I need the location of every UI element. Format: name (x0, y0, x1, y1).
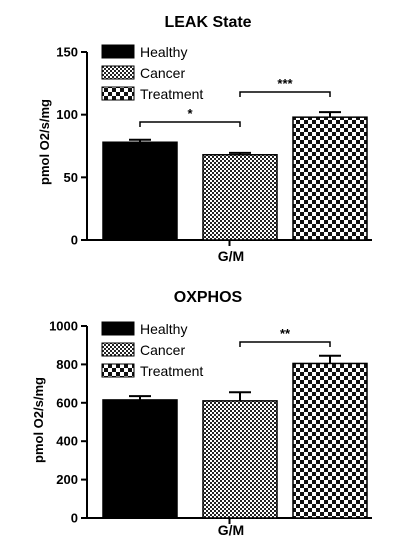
significance-bracket (239, 91, 331, 97)
y-tick-label: 1000 (49, 319, 78, 334)
y-axis-label: pmol O2/s/mg (31, 377, 46, 463)
legend-swatch-treatment (101, 86, 135, 101)
legend-label: Healthy (140, 321, 187, 337)
significance-bracket (139, 121, 241, 127)
legend-swatch-healthy (101, 44, 135, 59)
plot-area: 0 200 400 600 800 1000 ** Healthy Cancer Treatmen… (49, 319, 372, 526)
x-axis-category-label: G/M (218, 248, 244, 264)
legend-label: Cancer (140, 342, 185, 358)
bar-cancer (202, 154, 278, 241)
significance-label: ** (280, 326, 291, 341)
legend-swatch-treatment (101, 363, 135, 378)
significance-label: *** (277, 76, 293, 91)
y-tick-label: 0 (71, 233, 78, 248)
y-tick-label: 100 (56, 107, 78, 122)
y-tick-label: 600 (56, 395, 78, 410)
chart-title: OXPHOS (174, 289, 243, 306)
x-axis-category-label: G/M (218, 522, 244, 538)
y-tick-label: 400 (56, 434, 78, 449)
chart-oxphos: OXPHOS pmol O2/s/mg G/M 0 200 400 600 800 100… (31, 289, 372, 538)
legend-label: Treatment (140, 363, 203, 379)
y-tick-label: 0 (71, 511, 78, 526)
legend-label: Cancer (140, 65, 185, 81)
legend-label: Treatment (140, 86, 203, 102)
legend-swatch-healthy (101, 321, 135, 336)
bar-treatment (292, 362, 368, 519)
bar-healthy (102, 399, 178, 519)
y-tick-label: 200 (56, 472, 78, 487)
bar-healthy (102, 141, 178, 241)
chart-leak-state: LEAK State pmol O2/s/mg G/M 050100150***… (37, 14, 372, 264)
legend-swatch-cancer (101, 342, 135, 357)
bar-cancer (202, 400, 278, 519)
y-tick-label: 800 (56, 357, 78, 372)
y-tick-label: 50 (64, 170, 78, 185)
bar-treatment (292, 116, 368, 241)
y-tick-label: 150 (56, 45, 78, 60)
legend-swatch-cancer (101, 65, 135, 80)
significance-label: * (187, 106, 193, 121)
legend-label: Healthy (140, 44, 187, 60)
chart-title: LEAK State (164, 14, 251, 31)
significance-bracket (239, 341, 331, 347)
y-axis-label: pmol O2/s/mg (37, 99, 52, 185)
